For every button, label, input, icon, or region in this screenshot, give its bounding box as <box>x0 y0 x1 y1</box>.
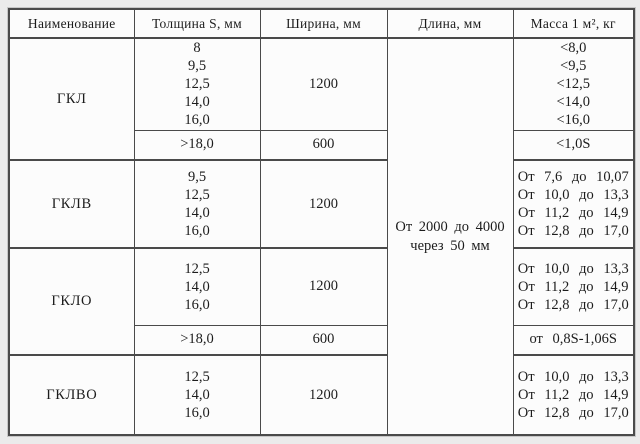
table-row-gklvo-main: ГКЛВО 12,5 14,0 16,0 1200 От 10,0 до 13,… <box>8 354 635 436</box>
gypsum-board-spec-table: Наименование Толщина S, мм Ширина, мм Дл… <box>7 7 636 437</box>
cell-width-value: 1200 <box>259 159 388 249</box>
table-row-gklo-main: ГКЛО 12,5 14,0 16,0 1200 От 10,0 до 13,3… <box>8 247 635 356</box>
col-header-width: Ширина, мм <box>259 8 388 39</box>
cell-product-name: ГКЛВ <box>8 159 135 249</box>
col-header-name: Наименование <box>8 8 135 39</box>
table-row-gklv-main: ГКЛВ 9,5 12,5 14,0 16,0 1200 От 7,6 до 1… <box>8 159 635 249</box>
cell-width-value: 1200 <box>259 247 388 326</box>
cell-thickness-values: 12,5 14,0 16,0 <box>133 247 261 326</box>
col-header-thickness: Толщина S, мм <box>133 8 261 39</box>
cell-thickness-values: >18,0 <box>133 324 261 356</box>
header-row: Наименование Толщина S, мм Ширина, мм Дл… <box>8 8 635 39</box>
cell-mass-values: От 10,0 до 13,3 От 11,2 до 14,9 От 12,8 … <box>512 354 635 436</box>
cell-width-value: 600 <box>259 324 388 356</box>
cell-product-name: ГКЛО <box>8 247 135 356</box>
col-header-length: Длина, мм <box>386 8 514 39</box>
cell-length-value: От 2000 до 4000 через 50 мм <box>386 37 514 436</box>
cell-mass-values: <1,0S <box>512 129 635 161</box>
col-header-mass: Масса 1 м², кг <box>512 8 635 39</box>
cell-mass-values: <8,0 <9,5 <12,5 <14,0 <16,0 <box>512 37 635 131</box>
cell-width-value: 1200 <box>259 354 388 436</box>
cell-thickness-values: 12,5 14,0 16,0 <box>133 354 261 436</box>
cell-width-value: 1200 <box>259 37 388 131</box>
cell-product-name: ГКЛ <box>8 37 135 161</box>
cell-mass-values: От 7,6 до 10,07 От 10,0 до 13,3 От 11,2 … <box>512 159 635 249</box>
cell-thickness-values: 9,5 12,5 14,0 16,0 <box>133 159 261 249</box>
cell-thickness-values: >18,0 <box>133 129 261 161</box>
table-row-gklo-sub: >18,0 600 от 0,8S-1,06S <box>9 324 635 356</box>
cell-mass-values: От 10,0 до 13,3 От 11,2 до 14,9 От 12,8 … <box>512 247 635 326</box>
table-row-gkl-main: ГКЛ 8 9,5 12,5 14,0 16,0 1200 От 2000 до… <box>8 37 635 436</box>
cell-product-name: ГКЛВО <box>8 354 135 436</box>
table-row-gkl-sub: >18,0 600 <1,0S <box>9 129 635 161</box>
cell-thickness-values: 8 9,5 12,5 14,0 16,0 <box>133 37 261 131</box>
cell-mass-values: от 0,8S-1,06S <box>512 324 635 356</box>
cell-width-value: 600 <box>259 129 388 161</box>
